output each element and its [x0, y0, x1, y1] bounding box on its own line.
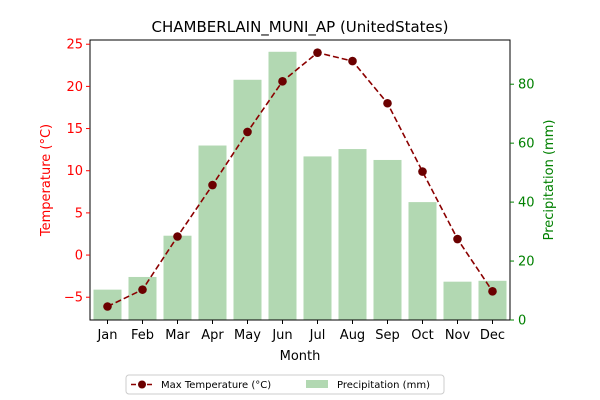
legend-bar-swatch: [306, 380, 328, 388]
temperature-point-jan: [103, 302, 112, 311]
precip-bar-jul: [303, 156, 332, 320]
temperature-point-aug: [348, 56, 357, 66]
left-y-tick-label: 20: [66, 80, 83, 95]
left-y-tick-label: 10: [66, 164, 83, 179]
temperature-point-dec: [488, 287, 497, 296]
right-y-tick-label: 60: [518, 137, 535, 152]
bar-group: [93, 51, 507, 320]
temperature-point-apr: [208, 180, 217, 190]
x-tick-label: Mar: [165, 328, 190, 343]
precip-bar-jun: [268, 51, 297, 320]
precip-bar-aug: [338, 149, 367, 320]
x-tick-label: Sep: [375, 328, 400, 343]
right-y-tick-label: 0: [518, 314, 526, 329]
precip-bar-oct: [408, 202, 437, 320]
temperature-point-jun: [278, 77, 287, 86]
x-axis-title: Month: [280, 349, 321, 364]
x-tick-label: Jun: [271, 328, 292, 343]
legend: Max Temperature (°C) Precipitation (mm): [125, 374, 445, 395]
precip-bar-feb: [128, 276, 157, 320]
left-y-axis-title: Temperature (°C): [39, 124, 54, 237]
temperature-point-mar: [173, 232, 182, 241]
x-tick-label: Jul: [309, 328, 326, 343]
temperature-line: [107, 51, 494, 308]
precip-bar-may: [233, 79, 262, 320]
temperature-point-sep: [383, 98, 392, 108]
legend-label-temperature: Max Temperature (°C): [161, 380, 271, 391]
temperature-point-may: [243, 127, 252, 137]
temperature-point-oct: [418, 167, 427, 176]
x-tick-label: Dec: [480, 328, 505, 343]
legend-label-precipitation: Precipitation (mm): [337, 380, 430, 391]
precip-bar-apr: [198, 145, 227, 320]
left-y-ticks: −5 0 5 10 15 20 25: [64, 38, 90, 306]
precip-bar-nov: [443, 281, 472, 320]
left-y-tick-label: 5: [75, 206, 83, 221]
x-tick-label: Oct: [411, 328, 433, 343]
temperature-point-jul: [313, 48, 322, 57]
line-group: [103, 48, 497, 311]
precip-bar-mar: [163, 235, 192, 320]
right-y-ticks: 0 20 40 60 80: [510, 78, 535, 329]
x-tick-label: Jan: [96, 328, 117, 343]
left-y-tick-label: 25: [66, 38, 83, 53]
right-y-axis-title: Precipitation (mm): [542, 120, 557, 241]
x-tick-label: Nov: [445, 328, 471, 343]
temperature-point-nov: [453, 234, 462, 244]
right-y-tick-label: 40: [518, 196, 535, 211]
precip-bar-sep: [373, 159, 402, 320]
left-y-tick-label: 0: [75, 249, 83, 264]
x-ticks: Jan Feb Mar Apr May Jun Jul Aug Sep Oct Nov Dec: [96, 320, 505, 343]
x-tick-label: Feb: [131, 328, 154, 343]
right-y-tick-label: 20: [518, 255, 535, 270]
x-tick-label: Apr: [201, 328, 224, 343]
x-tick-label: Aug: [340, 328, 365, 343]
chart-title: CHAMBERLAIN_MUNI_AP (UnitedStates): [152, 18, 449, 37]
legend-frame: [125, 374, 445, 395]
plot-frame: [89, 39, 511, 321]
precip-bar-dec: [478, 280, 507, 320]
left-y-tick-label: −5: [64, 291, 83, 306]
x-tick-label: May: [234, 328, 261, 343]
right-y-tick-label: 80: [518, 78, 535, 93]
left-y-tick-label: 15: [66, 122, 83, 137]
temperature-point-feb: [138, 285, 147, 294]
legend-line-marker: [138, 380, 146, 389]
